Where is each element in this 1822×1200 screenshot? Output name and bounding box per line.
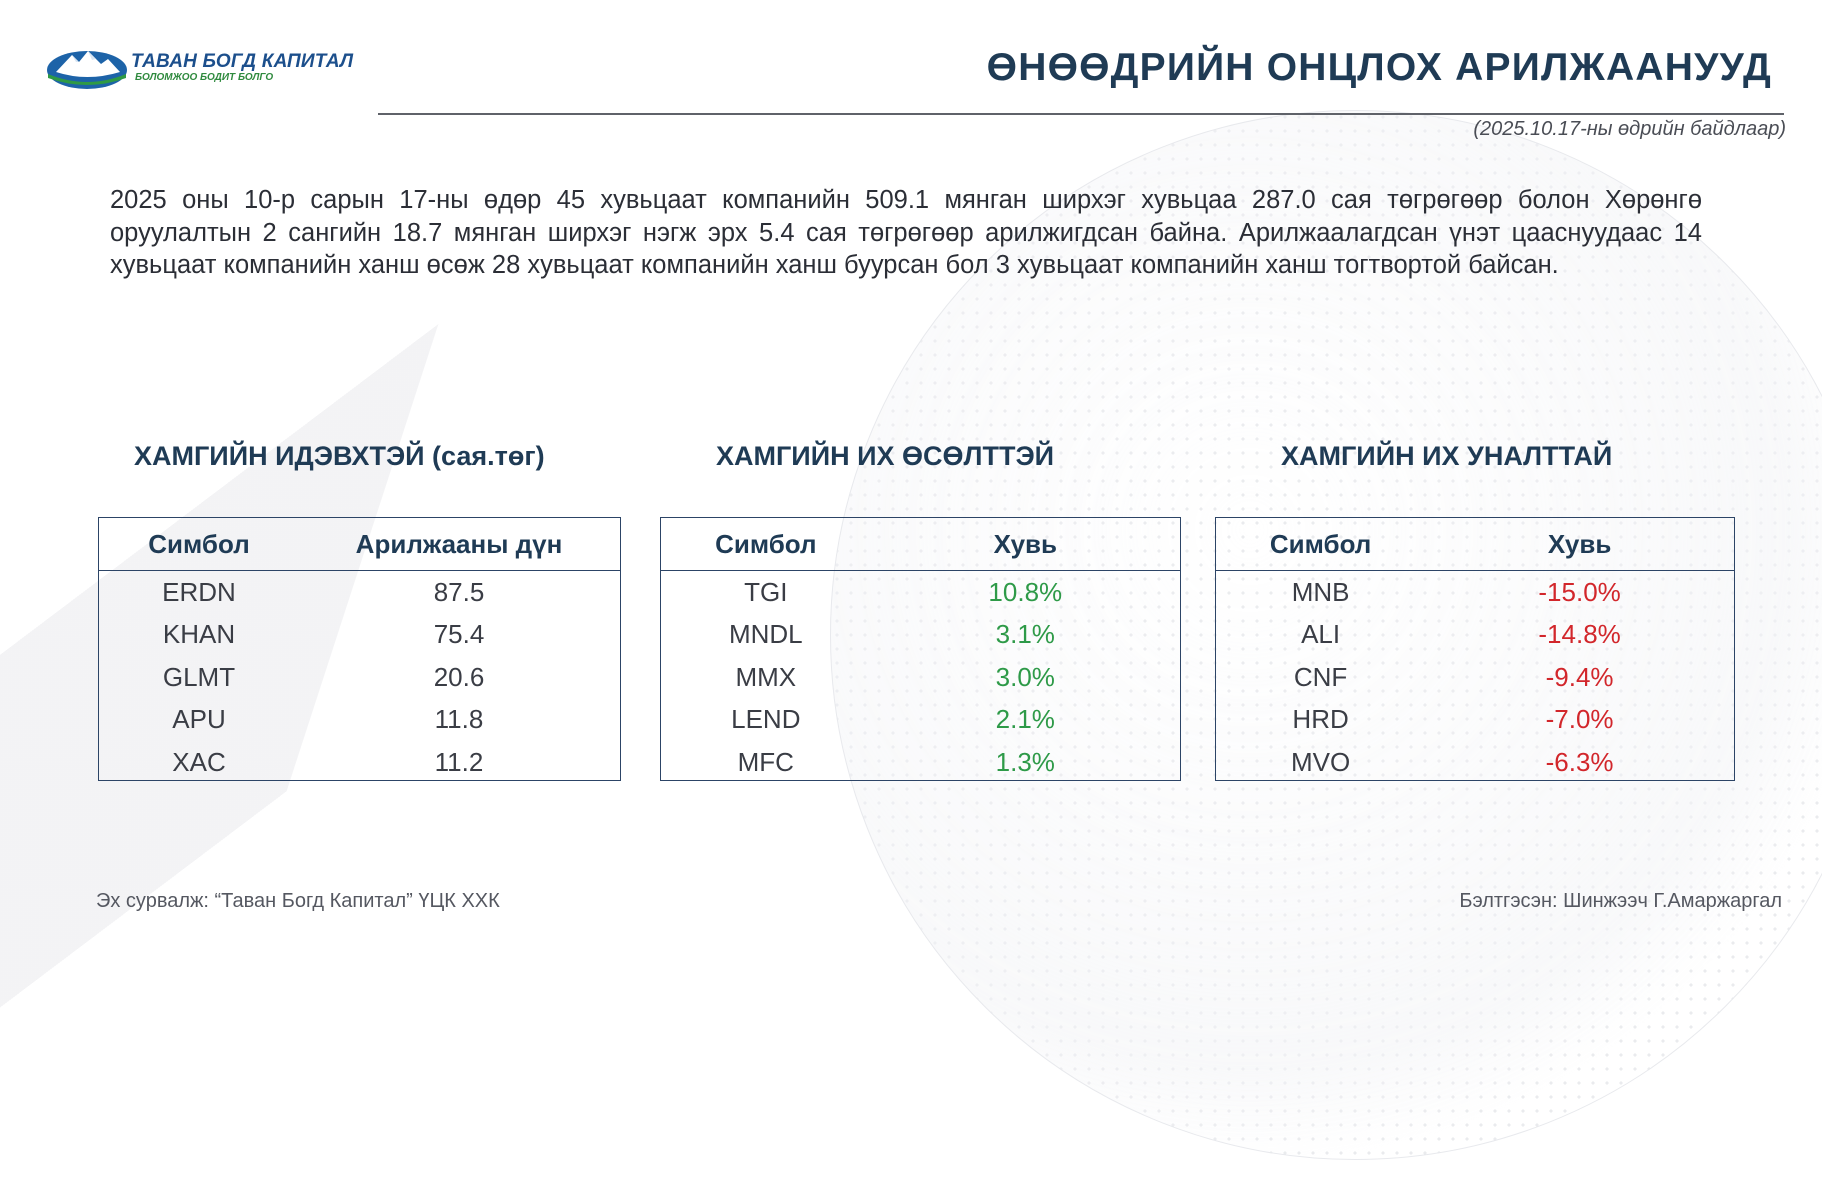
column-header-symbol: Симбол (148, 528, 250, 559)
table-row: XAC 11.2 (99, 741, 620, 784)
mountain-logo-icon (47, 51, 127, 89)
symbol-cell: APU (172, 704, 226, 735)
table-header: Симбол Арилжааны дүн (99, 518, 620, 571)
change-cell: 2.1% (995, 704, 1055, 735)
top-losers-title: ХАМГИЙН ИХ УНАЛТТАЙ (1281, 441, 1613, 471)
change-cell: -15.0% (1538, 576, 1621, 607)
change-cell: 1.3% (995, 746, 1055, 777)
value-cell: 87.5 (433, 576, 485, 607)
symbol-cell: CNF (1293, 661, 1348, 692)
change-cell: 10.8% (988, 576, 1063, 607)
change-cell: -14.8% (1538, 619, 1621, 650)
symbol-cell: GLMT (162, 661, 236, 692)
summary-paragraph: 2025 оны 10-р сарын 17-ны өдөр 45 хувьца… (110, 186, 1702, 279)
symbol-cell: MMX (735, 661, 797, 692)
column-header-change: Хувь (1547, 528, 1612, 559)
column-header-symbol: Симбол (715, 528, 817, 559)
symbol-cell: TGI (744, 576, 788, 607)
top-gainers-title: ХАМГИЙН ИХ ӨСӨЛТТЭЙ (716, 441, 1055, 471)
table-row: MVO -6.3% (1216, 741, 1734, 784)
source-note: Эх сурвалж: “Таван Богд Капитал” ҮЦК ХХК (96, 890, 500, 912)
symbol-cell: KHAN (162, 619, 236, 650)
symbol-cell: LEND (731, 704, 801, 735)
table-row: LEND 2.1% (661, 699, 1180, 742)
change-cell: -7.0% (1545, 704, 1614, 735)
symbol-cell: MNDL (728, 619, 803, 650)
value-cell: 11.8 (434, 704, 484, 735)
change-cell: 3.0% (995, 661, 1055, 692)
table-row: APU 11.8 (99, 699, 620, 742)
table-row: CNF -9.4% (1216, 656, 1734, 699)
symbol-cell: ALI (1301, 619, 1341, 650)
title-divider (378, 113, 1784, 115)
logo-company-name: ТАВАН БОГД КАПИТАЛ (131, 51, 354, 72)
page-title: ӨНӨӨДРИЙН ОНЦЛОХ АРИЛЖААНУУД (986, 46, 1772, 89)
company-logo: ТАВАН БОГД КАПИТАЛ БОЛОМЖОО БОДИТ БОЛГО (46, 46, 353, 90)
most-active-table: Симбол Арилжааны дүн ERDN 87.5 KHAN 75.4… (98, 517, 621, 781)
table-row: GLMT 20.6 (99, 656, 620, 699)
date-note: (2025.10.17-ны өдрийн байдлаар) (1473, 118, 1786, 140)
symbol-cell: XAC (172, 746, 226, 777)
table-row: ALI -14.8% (1216, 614, 1734, 657)
value-cell: 11.2 (434, 746, 484, 777)
most-active-title: ХАМГИЙН ИДЭВХТЭЙ (сая.төг) (134, 441, 545, 471)
table-row: MNDL 3.1% (661, 614, 1180, 657)
value-cell: 75.4 (433, 619, 485, 650)
symbol-cell: MFC (737, 746, 794, 777)
table-row: MMX 3.0% (661, 656, 1180, 699)
column-header-value: Арилжааны дүн (355, 528, 563, 559)
top-gainers-table: Симбол Хувь TGI 10.8% MNDL 3.1% MMX 3.0%… (660, 517, 1181, 781)
logo-slogan: БОЛОМЖОО БОДИТ БОЛГО (135, 72, 274, 83)
table-header: Симбол Хувь (661, 518, 1180, 571)
value-cell: 20.6 (433, 661, 485, 692)
table-row: KHAN 75.4 (99, 614, 620, 657)
symbol-cell: HRD (1292, 704, 1349, 735)
symbol-cell: MNB (1291, 576, 1350, 607)
column-header-symbol: Симбол (1269, 528, 1372, 559)
table-row: MNB -15.0% (1216, 571, 1734, 614)
symbol-cell: MVO (1290, 746, 1351, 777)
top-losers-table: Симбол Хувь MNB -15.0% ALI -14.8% CNF -9… (1215, 517, 1735, 781)
table-row: HRD -7.0% (1216, 699, 1734, 742)
change-cell: -6.3% (1545, 746, 1614, 777)
column-header-change: Хувь (993, 528, 1058, 559)
table-row: ERDN 87.5 (99, 571, 620, 614)
table-row: MFC 1.3% (661, 741, 1180, 784)
table-header: Симбол Хувь (1216, 518, 1734, 571)
symbol-cell: ERDN (162, 576, 236, 607)
change-cell: 3.1% (995, 619, 1055, 650)
prepared-by-note: Бэлтгэсэн: Шинжээч Г.Амаржаргал (1459, 890, 1782, 912)
change-cell: -9.4% (1545, 661, 1614, 692)
table-row: TGI 10.8% (661, 571, 1180, 614)
